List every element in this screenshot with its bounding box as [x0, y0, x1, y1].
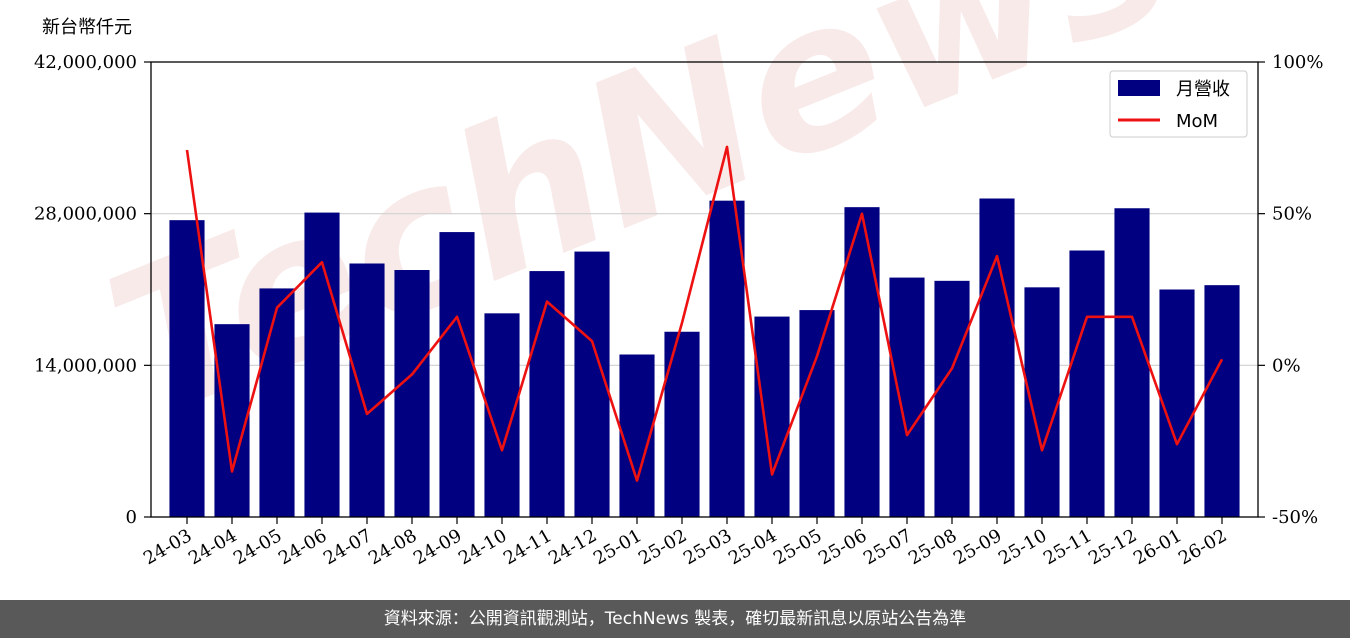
revenue-bars: [169, 198, 1240, 518]
left-tick-label: 14,000,000: [34, 355, 137, 376]
bar-24-06: [304, 212, 340, 518]
x-tick-label: 26-02: [1175, 525, 1230, 569]
x-tick-label: 24-08: [365, 525, 420, 569]
right-tick-label: 0%: [1272, 355, 1301, 376]
legend-label-revenue: 月營收: [1176, 79, 1230, 100]
x-tick-label: 25-06: [815, 525, 870, 569]
x-tick-label: 24-10: [455, 525, 510, 569]
right-tick-label: 100%: [1272, 52, 1323, 73]
x-tick-label: 25-02: [635, 525, 690, 569]
x-tick-label: 25-10: [995, 525, 1050, 569]
bar-25-12: [1114, 208, 1150, 517]
left-tick-label: 28,000,000: [34, 204, 137, 225]
right-tick-label: -50%: [1272, 507, 1318, 528]
legend-label-mom: MoM: [1176, 111, 1218, 132]
x-tick-label: 25-03: [680, 525, 735, 569]
legend: 月營收 MoM: [1109, 70, 1248, 138]
x-tick-label: 24-05: [230, 525, 285, 569]
mom-series-line: [185, 145, 1224, 482]
x-tick-label: 24-06: [275, 525, 330, 569]
source-footer: 資料來源：公開資訊觀測站，TechNews 製表，確切最新訊息以原站公告為準: [0, 600, 1350, 638]
bar-24-05: [259, 288, 295, 517]
x-tick-label: 25-07: [860, 525, 915, 569]
legend-bar-swatch: [1118, 80, 1160, 96]
bar-25-03: [709, 200, 745, 517]
unit-label: 新台幣仟元: [42, 17, 132, 38]
x-tick-label: 25-11: [1040, 525, 1095, 569]
right-axis: -50% 0% 50% 100%: [1258, 52, 1323, 528]
bar-24-08: [394, 270, 430, 517]
bar-24-11: [529, 271, 565, 517]
bar-25-09: [979, 198, 1015, 517]
plot-frame: [150, 61, 1259, 518]
bar-25-02: [664, 331, 700, 517]
x-tick-label: 25-01: [590, 525, 645, 569]
bar-25-11: [1069, 250, 1105, 517]
revenue-chart: TechNews 014,000,00028,000,00042,000,000…: [34, 0, 1324, 569]
x-tick-label: 24-04: [185, 525, 240, 569]
x-tick-label: 25-12: [1085, 525, 1140, 569]
bar-24-03: [169, 220, 205, 517]
left-axis: 0 14,000,000 28,000,000 42,000,000: [34, 52, 151, 528]
bar-24-12: [574, 251, 610, 518]
left-tick-label: 0: [126, 507, 137, 528]
bar-25-08: [934, 280, 970, 517]
mom-line: [185, 145, 1224, 482]
x-tick-label: 25-09: [950, 525, 1005, 569]
bar-25-05: [799, 310, 835, 517]
x-tick-label: 25-05: [770, 525, 825, 569]
bar-24-09: [439, 232, 475, 518]
x-tick-label: 24-03: [140, 525, 195, 569]
left-tick-label: 42,000,000: [34, 52, 137, 73]
bar-25-06: [844, 207, 880, 517]
bar-25-07: [889, 277, 925, 517]
bar-24-07: [349, 263, 385, 517]
x-tick-label: 24-11: [500, 525, 555, 569]
x-tick-label: 24-09: [410, 525, 465, 569]
bar-24-04: [214, 324, 250, 517]
bar-25-04: [754, 316, 790, 517]
x-tick-label: 25-04: [725, 525, 780, 569]
x-tick-label: 25-08: [905, 525, 960, 569]
x-tick-label: 26-01: [1130, 525, 1185, 569]
right-tick-label: 50%: [1272, 204, 1312, 225]
x-tick-label: 24-12: [545, 525, 600, 569]
bar-26-02: [1204, 285, 1240, 517]
x-tick-label: 24-07: [320, 525, 375, 569]
x-axis: 24-0324-0424-0524-0624-0724-0824-0924-10…: [140, 517, 1231, 569]
bar-26-01: [1159, 289, 1195, 517]
